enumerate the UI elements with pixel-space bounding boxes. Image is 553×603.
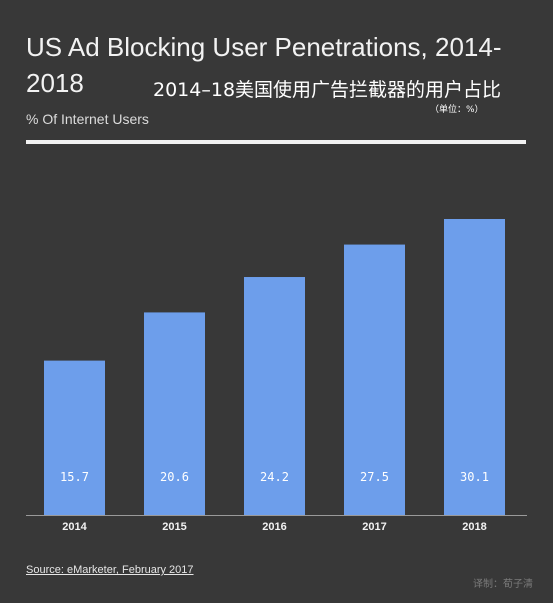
data-label-2016: 24.2 — [260, 470, 289, 484]
x-tick-label-2015: 2015 — [162, 521, 186, 533]
translator-watermark: 译制：荀子清 — [473, 579, 533, 590]
bar-2015 — [144, 312, 205, 515]
data-label-2017: 27.5 — [360, 470, 389, 484]
x-tick-label-2016: 2016 — [262, 521, 286, 533]
data-label-2018: 30.1 — [460, 470, 489, 484]
bar-2018 — [444, 219, 505, 515]
source-note: Source: eMarketer, February 2017 — [26, 564, 194, 576]
chinese-title: 2014–18美国使用广告拦截器的用户占比 — [153, 79, 502, 101]
data-label-2015: 20.6 — [160, 470, 189, 484]
x-tick-label-2018: 2018 — [462, 521, 486, 533]
title-divider — [26, 140, 526, 144]
chinese-unit-note: （单位：%） — [430, 105, 484, 115]
x-tick-label-2017: 2017 — [362, 521, 386, 533]
chart-title: US Ad Blocking User Penetrations, 2014-2… — [26, 32, 502, 98]
x-tick-label-2014: 2014 — [62, 521, 87, 533]
bar-2017 — [344, 244, 405, 515]
bar-2014 — [44, 360, 105, 515]
data-label-2014: 15.7 — [60, 470, 89, 484]
bar-2016 — [244, 277, 305, 515]
chart-subtitle: % Of Internet Users — [26, 111, 149, 127]
